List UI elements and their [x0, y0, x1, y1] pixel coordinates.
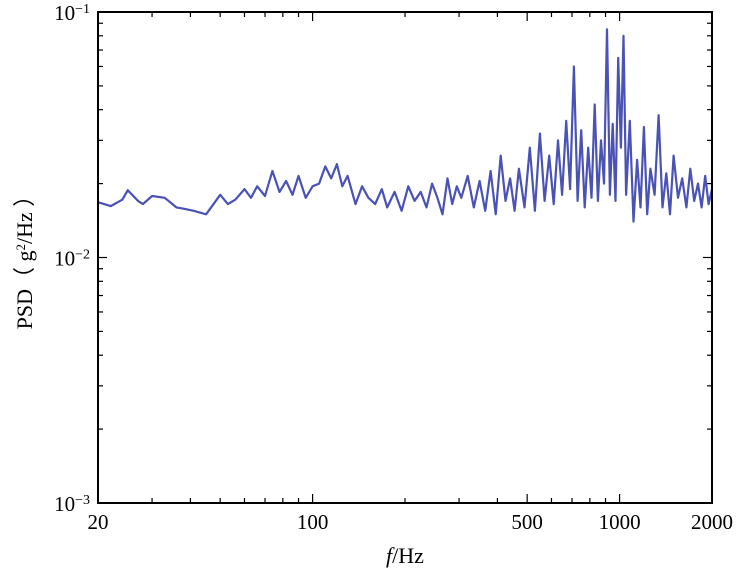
plot-frame — [97, 11, 713, 504]
x-tick-label: 1000 — [599, 510, 641, 534]
y-tick-label: 10−2 — [54, 247, 90, 271]
y-tick-label: 10−1 — [54, 1, 90, 25]
x-axis-title: f/Hz — [386, 543, 424, 568]
series-line-psd — [97, 28, 714, 223]
x-tick-label: 500 — [511, 510, 543, 534]
x-tick-label: 20 — [88, 510, 109, 534]
y-tick-label: 10−3 — [54, 492, 90, 516]
x-tick-label: 100 — [297, 510, 329, 534]
tick-labels: 20 100 500 1000 2000 10−3 10−2 10−1 — [54, 1, 733, 534]
y-axis-title: PSD（ g2/Hz ） — [12, 185, 37, 330]
x-tick-label: 2000 — [691, 510, 733, 534]
